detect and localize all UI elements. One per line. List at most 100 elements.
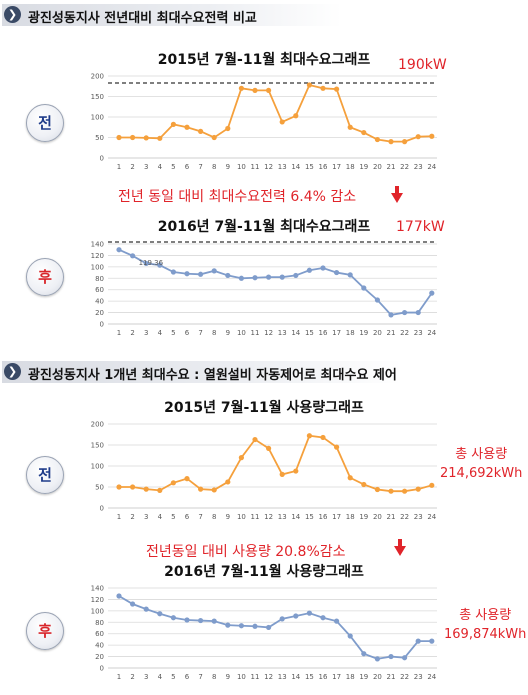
- x-tick-label: 22: [400, 329, 409, 337]
- data-point: [116, 484, 122, 490]
- data-point: [198, 617, 204, 624]
- x-tick-label: 16: [319, 673, 328, 681]
- x-tick-label: 17: [332, 673, 341, 681]
- x-tick-label: 20: [373, 513, 382, 521]
- data-point: [211, 618, 217, 624]
- data-point: [157, 135, 163, 141]
- x-tick-label: 10: [237, 513, 246, 521]
- x-tick-label: 5: [171, 329, 175, 337]
- demand-reduction-note: 전년 동일 대비 최대수요전력 6.4% 감소: [118, 189, 357, 205]
- x-tick-label: 5: [171, 163, 175, 171]
- x-tick-label: 15: [305, 329, 314, 337]
- x-tick-label: 1: [117, 329, 121, 337]
- data-point: [374, 297, 380, 303]
- data-point: [211, 268, 217, 274]
- x-tick-label: 2: [130, 329, 134, 337]
- data-point: [334, 269, 340, 276]
- x-tick-label: 1: [117, 673, 121, 681]
- data-point: [293, 613, 299, 619]
- data-point: [320, 434, 326, 441]
- data-point: [170, 615, 176, 621]
- x-tick-label: 24: [427, 513, 436, 521]
- y-tick-label: 50: [95, 484, 104, 492]
- x-tick-label: 10: [237, 163, 246, 171]
- x-tick-label: 11: [251, 673, 260, 681]
- section-header-bar: [2, 4, 342, 26]
- badge-before: 전: [26, 104, 64, 142]
- data-point: [347, 475, 353, 481]
- total-usage-label: 총 사용량: [459, 608, 512, 623]
- data-point: [266, 274, 272, 280]
- x-tick-label: 9: [226, 163, 230, 171]
- x-tick-label: 6: [185, 163, 190, 171]
- data-point: [429, 133, 435, 139]
- chart-title-2016-demand: 2016년 7월-11월 최대수요그래프: [157, 219, 371, 235]
- x-tick-label: 16: [319, 163, 328, 171]
- data-point: [143, 135, 149, 141]
- x-tick-label: 22: [400, 163, 409, 171]
- x-tick-label: 5: [171, 673, 175, 681]
- series-line: [119, 83, 432, 143]
- data-point: [157, 487, 163, 493]
- chart-title-2016-usage: 2016년 7월-11월 사용량그래프: [164, 564, 364, 580]
- data-point: [415, 638, 421, 644]
- data-point: [238, 623, 244, 629]
- y-tick-label: 140: [91, 241, 104, 249]
- data-point: [211, 487, 217, 493]
- data-point: [130, 134, 136, 141]
- data-point: [184, 124, 190, 130]
- x-tick-label: 14: [291, 513, 300, 521]
- data-point: [157, 611, 163, 617]
- down-arrow-head: [394, 546, 406, 556]
- data-point: [334, 444, 340, 450]
- y-tick-label: 0: [100, 321, 104, 329]
- data-point: [306, 267, 312, 273]
- x-tick-label: 3: [144, 513, 148, 521]
- x-tick-label: 6: [185, 513, 190, 521]
- data-point: [266, 445, 272, 451]
- data-point: [238, 455, 244, 461]
- series-line: [118, 595, 432, 660]
- x-tick-label: 7: [198, 673, 202, 681]
- y-tick-label: 50: [95, 134, 104, 142]
- data-point: [429, 290, 435, 296]
- x-tick-label: 10: [237, 673, 246, 681]
- section-header-bar: [2, 361, 402, 383]
- data-point: [238, 275, 244, 281]
- data-point: [225, 272, 231, 279]
- data-point: [198, 486, 204, 492]
- x-tick-label: 14: [291, 673, 300, 681]
- data-point: [374, 136, 380, 143]
- total-usage-value: 169,874kWh: [444, 627, 527, 642]
- x-tick-label: 21: [387, 329, 396, 337]
- data-point: [116, 134, 122, 141]
- data-point: [279, 274, 285, 280]
- data-point: [225, 622, 231, 628]
- y-tick-label: 0: [100, 505, 104, 513]
- x-tick-label: 3: [144, 163, 148, 171]
- y-tick-label: 100: [91, 463, 104, 471]
- down-arrow-head: [391, 193, 403, 203]
- data-point: [415, 486, 421, 492]
- chevron-right-icon: ❯: [4, 363, 21, 380]
- data-point: [238, 85, 244, 91]
- data-point: [266, 624, 272, 631]
- data-point: [415, 309, 421, 316]
- x-tick-label: 15: [305, 513, 314, 521]
- data-point: [320, 615, 326, 621]
- data-point: [116, 593, 122, 599]
- data-point: [143, 486, 149, 492]
- x-tick-label: 20: [373, 673, 382, 681]
- data-point: [293, 468, 299, 474]
- data-point: [279, 119, 285, 125]
- x-tick-label: 4: [158, 329, 163, 337]
- y-tick-label: 20: [95, 653, 104, 661]
- x-tick-label: 13: [278, 673, 287, 681]
- y-tick-label: 60: [95, 630, 104, 638]
- x-tick-label: 9: [226, 513, 230, 521]
- data-point: [429, 638, 435, 644]
- x-tick-label: 9: [226, 673, 230, 681]
- x-tick-label: 17: [332, 513, 341, 521]
- badge-after: 후: [26, 258, 64, 296]
